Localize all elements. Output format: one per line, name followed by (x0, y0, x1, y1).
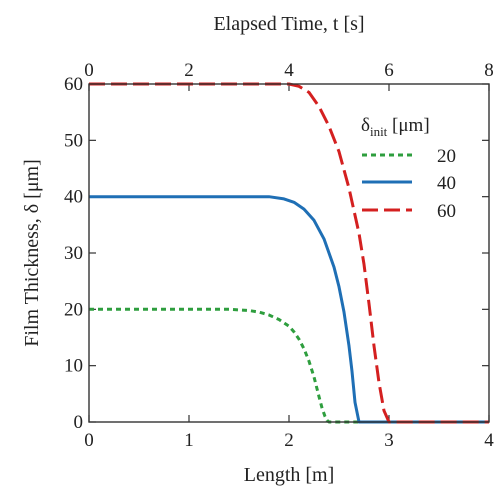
legend-label-20: 20 (437, 146, 456, 167)
x2-tick-label: 4 (284, 60, 294, 81)
y-tick-label: 10 (64, 356, 83, 377)
x-tick-label: 0 (84, 430, 94, 451)
x2-tick-label: 8 (484, 60, 494, 81)
series-line-20 (89, 307, 489, 424)
x-axis-title: Length [m] (244, 464, 335, 486)
y-tick-label: 40 (64, 187, 83, 208)
x-tick-label: 4 (484, 430, 494, 451)
y-axis-title: Film Thickness, δ [μm] (21, 159, 43, 347)
plot-frame (88, 83, 490, 423)
y-tick-label: 60 (64, 74, 83, 95)
x-tick-label: 1 (184, 430, 194, 451)
legend: δinit [μm] 20 40 60 (361, 115, 456, 222)
x-tick-label: 2 (284, 430, 294, 451)
x2-tick-label: 0 (84, 60, 94, 81)
y-tick-label: 20 (64, 299, 83, 320)
x2-axis-title: Elapsed Time, t [s] (213, 13, 364, 35)
legend-title: δinit [μm] (361, 115, 430, 139)
x-tick-label: 3 (384, 430, 394, 451)
y-tick-label: 0 (74, 412, 84, 433)
legend-label-60: 60 (437, 201, 456, 222)
y-tick-label: 50 (64, 130, 83, 151)
x2-tick-label: 2 (184, 60, 194, 81)
series-line-40 (89, 195, 489, 424)
y-tick-label: 30 (64, 243, 83, 264)
legend-label-40: 40 (437, 173, 456, 194)
x2-tick-label: 6 (384, 60, 394, 81)
